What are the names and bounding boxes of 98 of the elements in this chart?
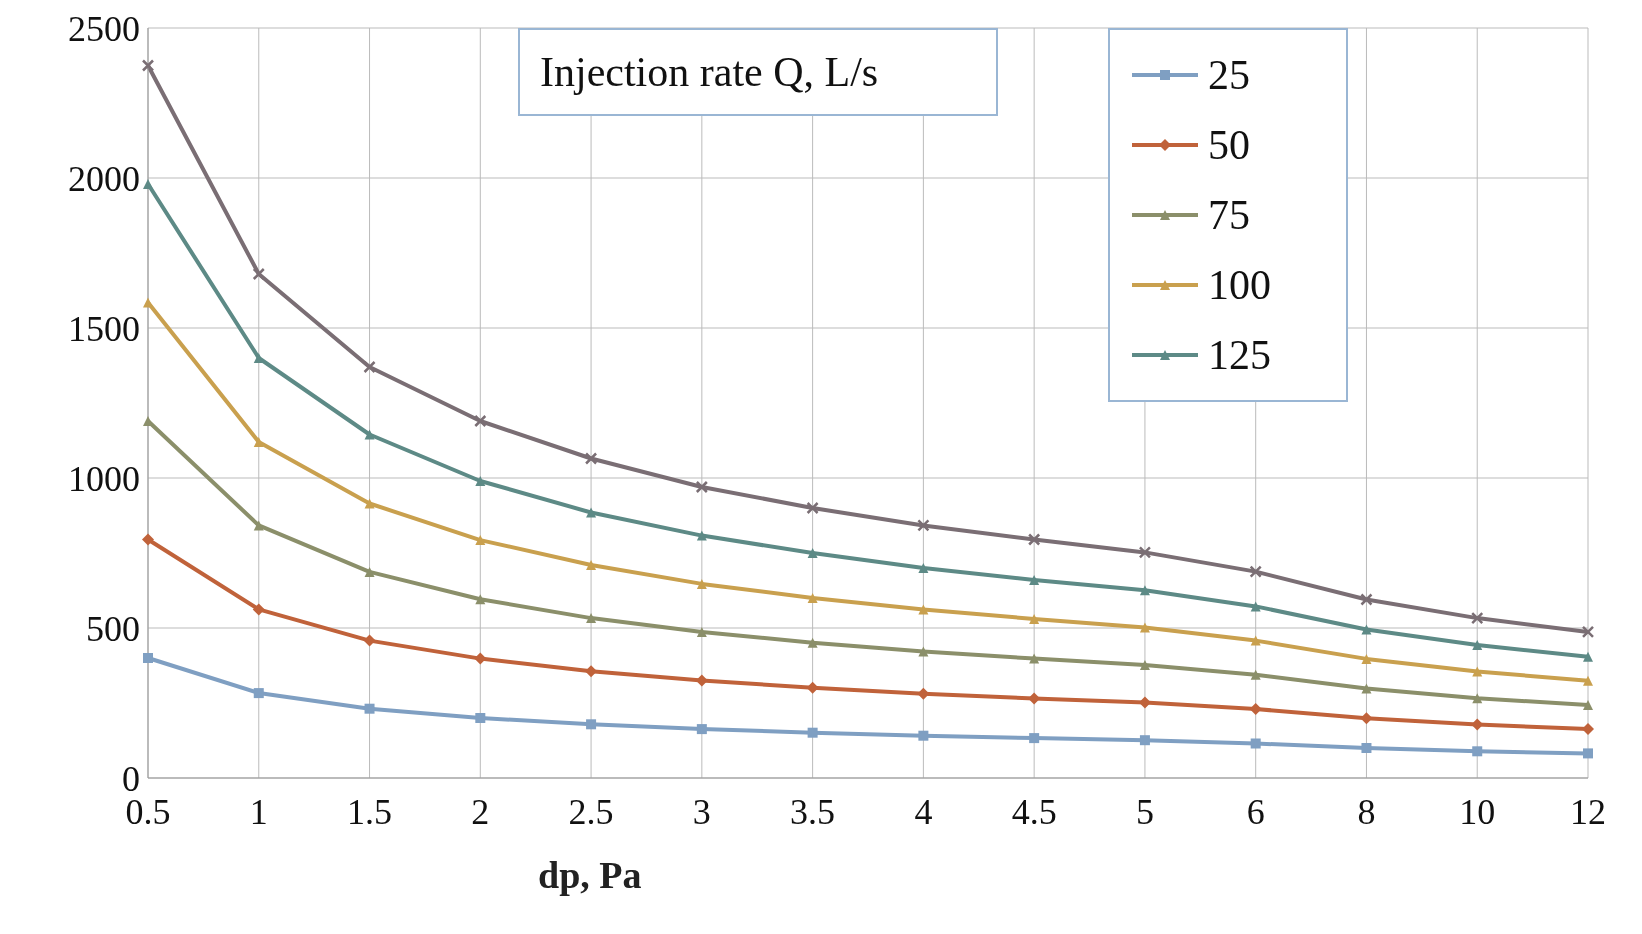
point xyxy=(806,501,819,515)
point xyxy=(1138,546,1152,559)
x-tick-label: 1.5 xyxy=(347,791,393,832)
point xyxy=(1472,693,1483,704)
point xyxy=(143,179,153,189)
point xyxy=(1361,683,1372,694)
point xyxy=(918,730,929,741)
x-tick-label: 4 xyxy=(914,791,933,832)
x-tick-label: 6 xyxy=(1246,791,1265,832)
point xyxy=(1250,601,1261,612)
point xyxy=(1250,635,1261,646)
point xyxy=(1139,622,1150,633)
x-tick-label: 10 xyxy=(1459,791,1496,832)
point xyxy=(1472,640,1483,651)
point xyxy=(364,429,375,440)
point xyxy=(143,297,153,308)
point xyxy=(364,566,375,577)
legend-label: 50 xyxy=(1208,121,1250,170)
point xyxy=(1027,533,1041,546)
point xyxy=(253,688,264,699)
y-tick-label: 2000 xyxy=(68,158,140,199)
legend-label: 125 xyxy=(1208,331,1271,380)
y-tick-label: 1500 xyxy=(68,308,140,349)
x-tick-label: 12 xyxy=(1570,791,1606,832)
y-tick-label: 2500 xyxy=(68,8,140,49)
point xyxy=(696,530,707,541)
point xyxy=(696,724,707,735)
point xyxy=(918,563,929,573)
point xyxy=(1361,624,1372,635)
point xyxy=(1139,585,1150,596)
point xyxy=(363,360,376,374)
point xyxy=(586,560,597,570)
point xyxy=(1583,675,1593,686)
legend-label: 25 xyxy=(1208,51,1250,100)
point xyxy=(475,535,486,546)
x-tick-label: 4.5 xyxy=(1011,791,1057,832)
point xyxy=(1361,743,1372,753)
point xyxy=(1472,746,1483,757)
point xyxy=(1029,575,1040,585)
point xyxy=(1583,748,1593,759)
point xyxy=(1029,733,1040,744)
point xyxy=(1139,735,1150,746)
point xyxy=(1581,625,1595,639)
x-axis-title: dp, Pa xyxy=(538,854,642,896)
point xyxy=(252,603,265,616)
text-box: Injection rate Q, L/s xyxy=(518,28,998,116)
point xyxy=(1582,723,1594,736)
point xyxy=(475,594,486,605)
x-tick-label: 2 xyxy=(471,791,490,832)
point xyxy=(1250,669,1261,680)
point xyxy=(474,414,487,428)
x-tick-label: 2.5 xyxy=(568,791,614,832)
legend-title: Injection rate Q, L/s xyxy=(540,49,879,95)
x-tick-label: 1 xyxy=(249,791,268,832)
point xyxy=(1139,659,1150,670)
y-tick-label: 1000 xyxy=(68,458,140,499)
point xyxy=(475,713,486,723)
point xyxy=(143,653,153,663)
point xyxy=(1029,614,1040,624)
x-tick-label: 3 xyxy=(692,791,711,832)
point xyxy=(1250,738,1261,749)
point xyxy=(1583,700,1593,711)
point xyxy=(918,604,929,615)
point xyxy=(586,613,597,624)
legend-label: 100 xyxy=(1208,261,1271,310)
point xyxy=(696,626,707,637)
point xyxy=(918,646,929,657)
point xyxy=(253,437,264,447)
x-tick-label: 8 xyxy=(1357,791,1376,832)
point xyxy=(1249,565,1262,578)
point xyxy=(1470,611,1484,625)
point xyxy=(1029,653,1040,664)
point xyxy=(586,507,597,518)
point xyxy=(807,637,818,648)
point xyxy=(142,533,154,546)
point xyxy=(475,476,486,486)
legend-label: 75 xyxy=(1208,191,1250,240)
point xyxy=(1583,651,1593,662)
point xyxy=(364,703,375,714)
point xyxy=(141,59,155,72)
point xyxy=(695,480,709,494)
point xyxy=(1361,653,1372,664)
y-tick-label: 500 xyxy=(86,608,140,649)
point xyxy=(586,719,597,730)
point xyxy=(807,548,818,558)
point xyxy=(364,498,375,509)
point xyxy=(807,593,818,603)
point xyxy=(807,727,818,738)
point xyxy=(696,578,707,589)
point xyxy=(1360,593,1373,606)
point xyxy=(474,652,487,665)
point xyxy=(917,519,930,532)
point xyxy=(363,634,376,647)
x-tick-label: 5 xyxy=(1135,791,1154,832)
point xyxy=(584,452,598,465)
point xyxy=(253,520,264,531)
x-tick-label: 3.5 xyxy=(790,791,836,832)
point xyxy=(1472,666,1483,677)
